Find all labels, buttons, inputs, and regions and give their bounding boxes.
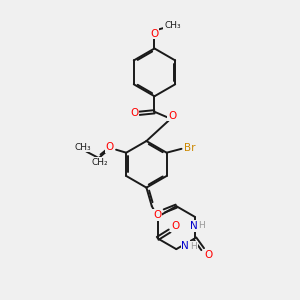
Text: O: O (168, 111, 176, 121)
Text: N: N (182, 241, 189, 251)
Text: O: O (204, 250, 212, 260)
Text: CH₃: CH₃ (74, 142, 91, 152)
Text: H: H (190, 242, 197, 251)
Text: O: O (105, 142, 114, 152)
Text: O: O (171, 221, 179, 231)
Text: H: H (198, 221, 205, 230)
Text: O: O (153, 210, 161, 220)
Text: O: O (150, 28, 159, 38)
Text: Br: Br (184, 142, 195, 153)
Text: O: O (130, 108, 138, 118)
Text: CH₂: CH₂ (92, 158, 108, 167)
Text: CH₃: CH₃ (164, 21, 181, 30)
Text: N: N (190, 221, 197, 231)
